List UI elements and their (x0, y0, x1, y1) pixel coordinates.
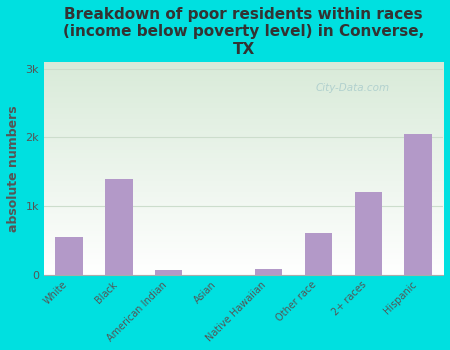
Title: Breakdown of poor residents within races
(income below poverty level) in Convers: Breakdown of poor residents within races… (63, 7, 424, 57)
Y-axis label: absolute numbers: absolute numbers (7, 105, 20, 232)
Bar (55, 237, 83, 274)
Bar (105, 178, 133, 274)
Text: City-Data.com: City-Data.com (315, 83, 390, 93)
Bar (355, 192, 382, 274)
Bar (155, 271, 182, 274)
Bar (405, 134, 432, 274)
Bar (305, 233, 332, 274)
Bar (255, 269, 282, 274)
